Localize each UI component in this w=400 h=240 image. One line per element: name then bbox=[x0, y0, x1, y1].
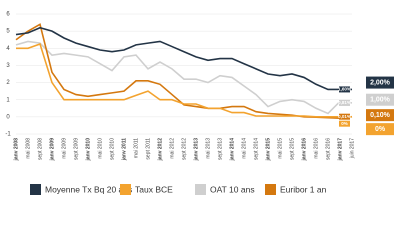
x-tick-label: janv 2010 bbox=[85, 138, 91, 162]
legend-swatch bbox=[265, 184, 276, 195]
last-label: 0,01% bbox=[338, 114, 351, 119]
x-tick-label: mai 2012 bbox=[169, 138, 175, 159]
legend-label: OAT 10 ans bbox=[210, 184, 255, 194]
series-line bbox=[15, 40, 353, 115]
y-tick-label: 2 bbox=[6, 80, 10, 86]
x-tick-label: mai 2015 bbox=[277, 138, 283, 159]
series-line bbox=[15, 26, 352, 91]
legend-label: Taux BCE bbox=[135, 184, 173, 194]
y-tick-label: 6 bbox=[6, 12, 10, 18]
x-tick-label: sept 2013 bbox=[217, 138, 223, 160]
target-box bbox=[366, 93, 394, 106]
target-box bbox=[366, 123, 394, 136]
x-tick-label: janv 2013 bbox=[193, 138, 199, 162]
y-tick-label: 1 bbox=[6, 97, 10, 103]
x-tick-label: sept 2012 bbox=[181, 138, 187, 160]
x-tick-label: janv 2014 bbox=[229, 138, 235, 162]
y-tick-label: 4 bbox=[6, 46, 10, 52]
target-label: 2,00% bbox=[370, 79, 391, 86]
x-tick-label: janv 2015 bbox=[265, 138, 271, 162]
x-tick-label: sept 2014 bbox=[253, 138, 259, 160]
x-tick-label: sept 2009 bbox=[73, 138, 79, 160]
x-tick-label: mai 2013 bbox=[205, 138, 211, 159]
chart: -1 0 1 2 3 4 5 6 janv 2008 mai 2008 sept 2008 janv … bbox=[5, 12, 394, 195]
y-tick-label: 0 bbox=[6, 114, 10, 120]
x-tick-label: sept 2015 bbox=[289, 138, 295, 160]
series-line bbox=[16, 42, 352, 118]
x-tick-label: sept 2008 bbox=[37, 138, 43, 160]
x-tick-label: mai 2009 bbox=[61, 138, 67, 159]
legend-swatch bbox=[30, 184, 41, 195]
last-label-box bbox=[339, 86, 350, 93]
last-label: 1,60% bbox=[338, 87, 351, 92]
x-tick-label: sept 2016 bbox=[325, 138, 331, 160]
x-tick-label: mai 2011 bbox=[133, 138, 139, 158]
x-tick-label: mai 2010 bbox=[97, 138, 103, 159]
x-tick-label: janv 2009 bbox=[49, 138, 55, 162]
x-tick-label: sept 2010 bbox=[109, 138, 115, 160]
y-tick-label: 3 bbox=[6, 63, 10, 69]
y-tick-label: 5 bbox=[6, 29, 10, 35]
target-label: 1,00% bbox=[370, 97, 391, 104]
last-label-box bbox=[339, 120, 350, 127]
y-tick-label: -1 bbox=[5, 132, 11, 138]
target-label: 0,10% bbox=[370, 112, 391, 119]
target-box bbox=[366, 109, 394, 122]
last-label: 0,81% bbox=[338, 100, 351, 105]
x-tick-label: janv 2011 bbox=[121, 138, 127, 161]
x-tick-label: janv 2012 bbox=[157, 138, 163, 162]
legend-label: Euribor 1 an bbox=[280, 184, 327, 194]
legend-label: Moyenne Tx Bq 20 ans bbox=[45, 184, 132, 194]
x-tick-label: mai 2014 bbox=[241, 138, 247, 159]
legend-swatch bbox=[120, 184, 131, 195]
x-tick-label: janv 2008 bbox=[13, 138, 19, 162]
target-box bbox=[366, 76, 394, 89]
x-tick-label: sept 2011 bbox=[145, 138, 151, 160]
last-label-box bbox=[339, 99, 350, 106]
legend-swatch bbox=[195, 184, 206, 195]
target-label: 0% bbox=[375, 126, 386, 133]
x-tick-label: mai 2016 bbox=[313, 138, 319, 159]
last-label: 0% bbox=[341, 121, 348, 126]
x-tick-label: janv 2017 bbox=[337, 138, 343, 162]
x-tick-label: juin 2017 bbox=[349, 138, 355, 160]
last-label-box bbox=[339, 113, 350, 120]
x-tick-label: mai 2008 bbox=[25, 138, 31, 159]
x-tick-label: janv 2016 bbox=[301, 138, 307, 162]
